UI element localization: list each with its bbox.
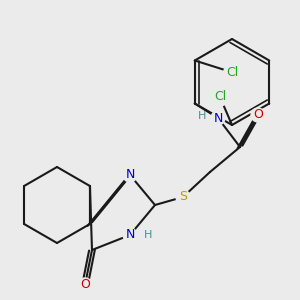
- Circle shape: [123, 168, 137, 182]
- Text: N: N: [213, 112, 223, 124]
- Circle shape: [224, 64, 242, 82]
- Circle shape: [211, 88, 229, 106]
- Text: O: O: [80, 278, 90, 292]
- Text: H: H: [144, 230, 152, 240]
- Circle shape: [176, 190, 190, 204]
- Text: H: H: [198, 111, 206, 121]
- Text: Cl: Cl: [214, 91, 226, 103]
- Circle shape: [123, 228, 137, 242]
- Circle shape: [251, 108, 265, 122]
- Circle shape: [211, 111, 225, 125]
- Text: Cl: Cl: [226, 66, 239, 79]
- Text: N: N: [125, 229, 135, 242]
- Text: N: N: [125, 169, 135, 182]
- Text: O: O: [253, 109, 263, 122]
- Text: S: S: [179, 190, 187, 203]
- Circle shape: [78, 278, 92, 292]
